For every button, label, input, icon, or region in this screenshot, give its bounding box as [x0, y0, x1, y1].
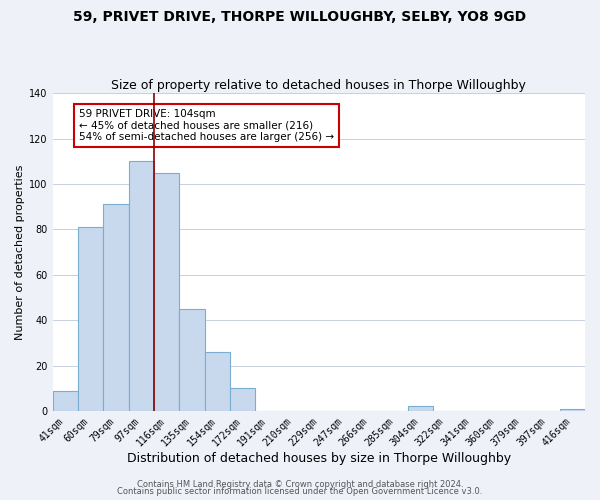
- Title: Size of property relative to detached houses in Thorpe Willoughby: Size of property relative to detached ho…: [112, 79, 526, 92]
- Text: 59 PRIVET DRIVE: 104sqm
← 45% of detached houses are smaller (216)
54% of semi-d: 59 PRIVET DRIVE: 104sqm ← 45% of detache…: [79, 109, 334, 142]
- Bar: [407, 406, 433, 411]
- X-axis label: Distribution of detached houses by size in Thorpe Willoughby: Distribution of detached houses by size …: [127, 452, 511, 465]
- Bar: [230, 388, 256, 411]
- Text: 59, PRIVET DRIVE, THORPE WILLOUGHBY, SELBY, YO8 9GD: 59, PRIVET DRIVE, THORPE WILLOUGHBY, SEL…: [73, 10, 527, 24]
- Y-axis label: Number of detached properties: Number of detached properties: [15, 164, 25, 340]
- Bar: [154, 172, 179, 411]
- Bar: [53, 390, 78, 411]
- Bar: [179, 309, 205, 411]
- Bar: [128, 162, 154, 411]
- Bar: [560, 408, 585, 411]
- Bar: [78, 227, 103, 411]
- Bar: [205, 352, 230, 411]
- Text: Contains HM Land Registry data © Crown copyright and database right 2024.: Contains HM Land Registry data © Crown c…: [137, 480, 463, 489]
- Bar: [103, 204, 128, 411]
- Text: Contains public sector information licensed under the Open Government Licence v3: Contains public sector information licen…: [118, 487, 482, 496]
